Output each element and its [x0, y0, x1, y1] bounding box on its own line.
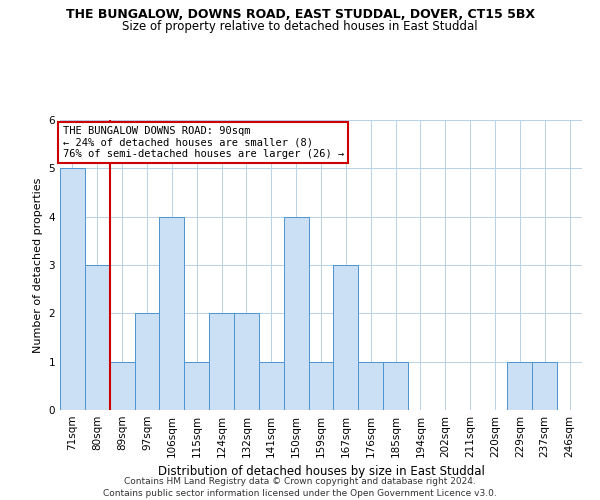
- Bar: [209, 314, 234, 410]
- Text: Contains HM Land Registry data © Crown copyright and database right 2024.: Contains HM Land Registry data © Crown c…: [124, 478, 476, 486]
- X-axis label: Distribution of detached houses by size in East Studdal: Distribution of detached houses by size …: [158, 466, 484, 478]
- Text: THE BUNGALOW, DOWNS ROAD, EAST STUDDAL, DOVER, CT15 5BX: THE BUNGALOW, DOWNS ROAD, EAST STUDDAL, …: [65, 8, 535, 20]
- Bar: [110, 362, 134, 410]
- Bar: [259, 362, 284, 410]
- Bar: [383, 362, 408, 410]
- Bar: [60, 168, 85, 410]
- Bar: [284, 216, 308, 410]
- Bar: [334, 265, 358, 410]
- Bar: [134, 314, 160, 410]
- Text: Size of property relative to detached houses in East Studdal: Size of property relative to detached ho…: [122, 20, 478, 33]
- Bar: [358, 362, 383, 410]
- Bar: [508, 362, 532, 410]
- Text: Contains public sector information licensed under the Open Government Licence v3: Contains public sector information licen…: [103, 489, 497, 498]
- Y-axis label: Number of detached properties: Number of detached properties: [33, 178, 43, 352]
- Text: THE BUNGALOW DOWNS ROAD: 90sqm
← 24% of detached houses are smaller (8)
76% of s: THE BUNGALOW DOWNS ROAD: 90sqm ← 24% of …: [62, 126, 344, 159]
- Bar: [85, 265, 110, 410]
- Bar: [160, 216, 184, 410]
- Bar: [234, 314, 259, 410]
- Bar: [184, 362, 209, 410]
- Bar: [532, 362, 557, 410]
- Bar: [308, 362, 334, 410]
